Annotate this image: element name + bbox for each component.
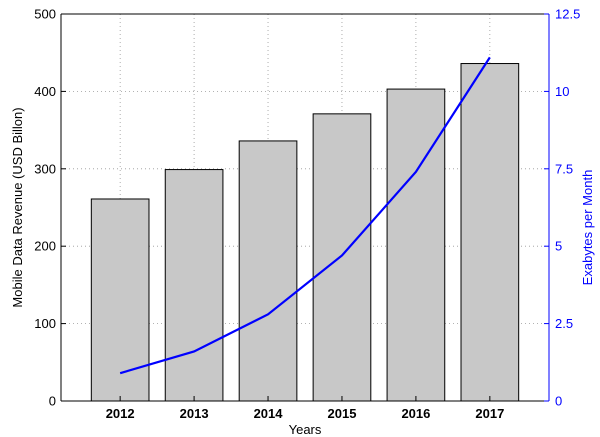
bar-2017: [460, 63, 520, 402]
bar-2013: [164, 169, 224, 402]
bars: [90, 63, 520, 402]
y-axis-title: Mobile Data Revenue (USD Billon): [10, 107, 25, 307]
bar-2015: [312, 113, 372, 402]
bar-2016: [386, 88, 446, 402]
y-tick-label: 300: [34, 161, 56, 176]
x-tick-label: 2017: [475, 406, 504, 421]
y2-tick-label: 10: [555, 84, 569, 99]
x-axis-title: Years: [289, 422, 322, 437]
x-tick-label: 2015: [328, 406, 357, 421]
y-tick-label: 0: [49, 394, 56, 409]
y2-axis-title: Exabytes per Month: [580, 170, 595, 286]
y-tick-label: 100: [34, 316, 56, 331]
bar-2012: [90, 198, 150, 402]
y-tick-label: 400: [34, 84, 56, 99]
tick-labels: 0 100 200 300 400 500 0 2.5 5 7.5 10 12.5 2012 2013 20…: [34, 7, 580, 422]
axes: [60, 13, 550, 402]
y-tick-label: 200: [34, 239, 56, 254]
exabytes-line: [119, 56, 491, 375]
y2-tick-label: 0: [555, 394, 562, 409]
data-line: [119, 56, 491, 375]
x-tick-label: 2014: [254, 406, 284, 421]
y2-tick-label: 5: [555, 239, 562, 254]
x-tick-label: 2012: [106, 406, 135, 421]
x-tick-label: 2013: [180, 406, 209, 421]
y-tick-label: 500: [34, 7, 56, 22]
y2-tick-label: 2.5: [555, 316, 573, 331]
bar-2014: [238, 140, 298, 402]
y2-tick-label: 7.5: [555, 161, 573, 176]
x-tick-label: 2016: [401, 406, 430, 421]
y2-tick-label: 12.5: [555, 7, 580, 22]
